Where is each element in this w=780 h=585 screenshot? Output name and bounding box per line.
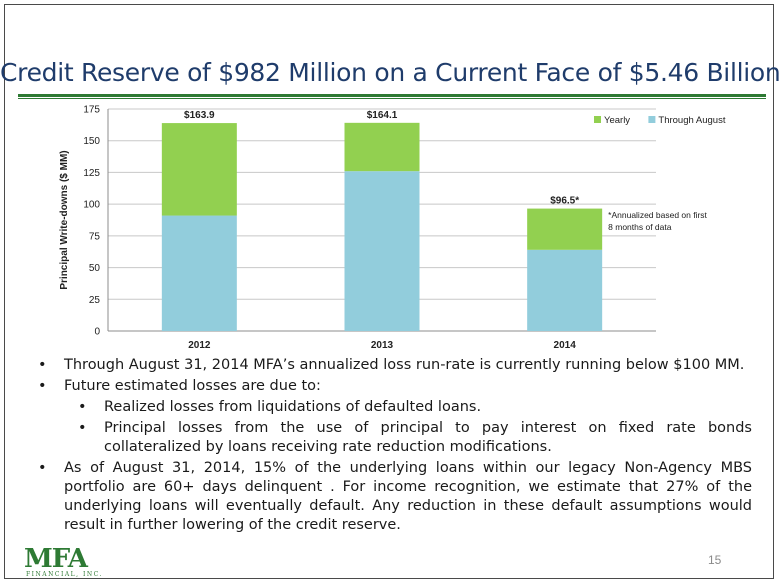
y-tick-label: 75: [89, 231, 101, 242]
legend-label: Yearly: [604, 115, 630, 126]
y-axis-title: Principal Write-downs ($ MM): [59, 150, 70, 289]
bullet-text: Realized losses from liquidations of def…: [104, 399, 482, 415]
bar-total-label: $163.9: [184, 110, 215, 121]
bar-total-label: $164.1: [367, 110, 398, 121]
y-tick-label: 175: [83, 105, 100, 116]
bullet-text: As of August 31, 2014, 15% of the underl…: [64, 460, 752, 533]
y-tick-label: 125: [83, 168, 100, 179]
slide-frame: [4, 4, 774, 579]
title-rule-thin: [18, 98, 766, 99]
bar-total-label: $96.5*: [550, 196, 579, 207]
sub-bullet-item: • Principal losses from the use of princi…: [38, 419, 752, 457]
legend-label: Through August: [658, 115, 725, 126]
y-tick-label: 25: [89, 295, 101, 306]
bullet-item: • As of August 31, 2014, 15% of the under…: [38, 459, 752, 535]
bar-segment-yearly: [527, 208, 603, 250]
bar-segment-through-august: [527, 249, 603, 331]
mfa-logo: MFA FINANCIAL, INC.: [24, 544, 108, 578]
bar-segment-through-august: [161, 215, 237, 331]
annotation-text: *Annualized based on first: [608, 210, 707, 220]
bullet-text: Principal losses from the use of princip…: [104, 420, 752, 455]
bullet-list: • Through August 31, 2014 MFA’s annualize…: [38, 356, 752, 537]
y-tick-label: 50: [89, 263, 101, 274]
bullet-dot: •: [38, 378, 47, 394]
y-tick-label: 0: [94, 327, 100, 338]
bullet-dot: •: [78, 399, 87, 415]
y-tick-label: 100: [83, 200, 100, 211]
bar-segment-yearly: [161, 123, 237, 216]
bullet-dot: •: [38, 460, 47, 476]
title-rule: [18, 94, 766, 97]
bar-segment-through-august: [344, 171, 420, 331]
legend-swatch: [648, 116, 656, 123]
bullet-item: • Through August 31, 2014 MFA’s annualize…: [38, 356, 752, 375]
bullet-text: Future estimated losses are due to:: [64, 378, 321, 394]
annotation-text: 8 months of data: [608, 222, 672, 232]
y-tick-label: 150: [83, 136, 100, 147]
slide-title: Credit Reserve of $982 Million on a Curr…: [0, 58, 780, 87]
x-tick-label: 2014: [554, 340, 577, 351]
x-tick-label: 2012: [188, 340, 211, 351]
legend-swatch: [594, 116, 601, 123]
bullet-item: • Future estimated losses are due to:: [38, 377, 752, 396]
bar-segment-yearly: [344, 122, 420, 172]
x-tick-label: 2013: [371, 340, 394, 351]
logo-wordmark: MFA: [24, 544, 88, 574]
page-number: 15: [708, 553, 722, 567]
bullet-text: Through August 31, 2014 MFA’s annualized…: [64, 357, 745, 373]
bullet-dot: •: [78, 420, 87, 436]
principal-writedowns-chart: 0 25 50 75 100 125 150 175 Principal Write-downs…: [59, 105, 726, 352]
sub-bullet-item: • Realized losses from liquidations of de…: [38, 398, 752, 417]
bullet-dot: •: [38, 357, 47, 373]
logo-subtitle: FINANCIAL, INC.: [26, 571, 103, 578]
